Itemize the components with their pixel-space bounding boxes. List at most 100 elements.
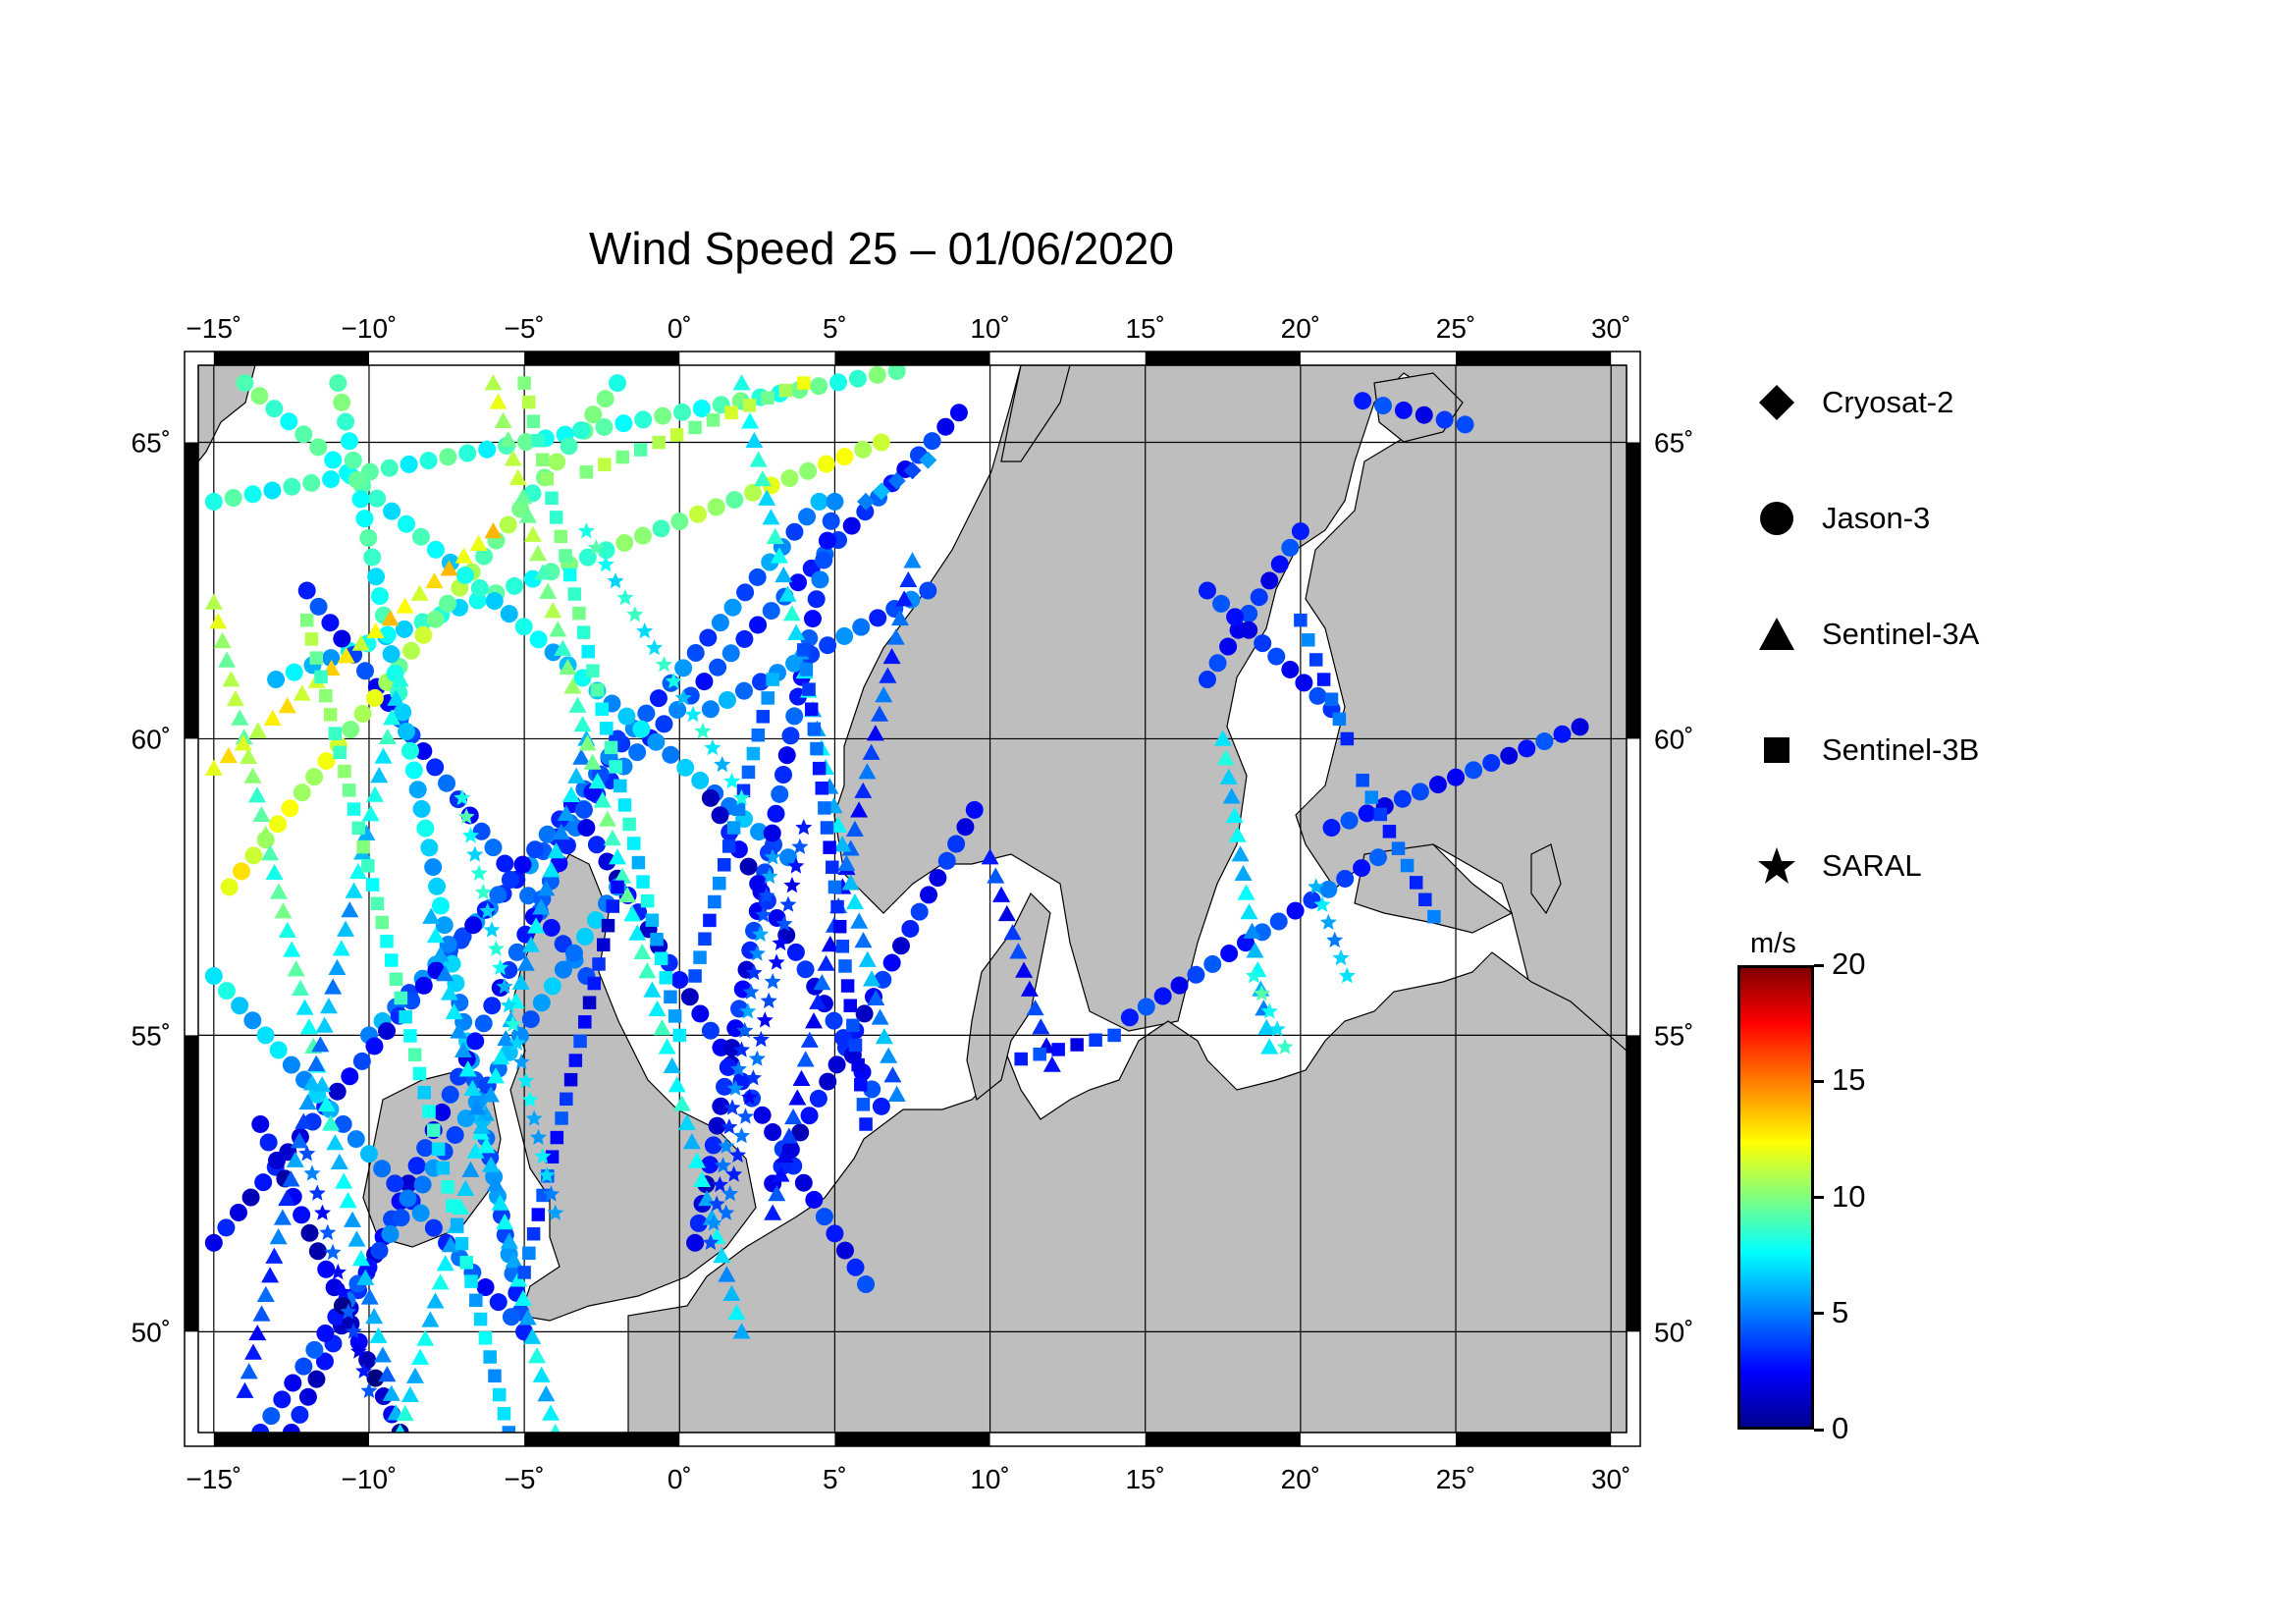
track-point-circle bbox=[587, 836, 606, 854]
track-point-triangle bbox=[360, 1288, 379, 1305]
frame-bar-bottom bbox=[1145, 1433, 1301, 1446]
track-point-diamond bbox=[887, 471, 906, 490]
track-point-square bbox=[559, 549, 572, 563]
lon-tick-label-top: −15˚ bbox=[186, 313, 241, 344]
track-point-square bbox=[828, 880, 842, 894]
legend-item-sentinel-3b: Sentinel-3B bbox=[1757, 721, 1979, 780]
track-point-square bbox=[652, 435, 666, 450]
track-point-circle bbox=[749, 616, 768, 634]
lon-tick-label-top: 0˚ bbox=[667, 313, 692, 344]
lat-tick-label-left: 60˚ bbox=[132, 724, 171, 754]
track-point-triangle bbox=[505, 1251, 523, 1269]
track-point-square bbox=[761, 691, 774, 705]
track-point-star bbox=[355, 1362, 373, 1379]
track-point-star bbox=[577, 522, 595, 539]
track-point-star bbox=[748, 945, 766, 961]
track-point-circle bbox=[617, 707, 636, 726]
track-point-square bbox=[399, 1009, 412, 1024]
legend-item-jason-3: Jason-3 bbox=[1757, 489, 1930, 548]
track-point-triangle bbox=[293, 684, 311, 701]
track-point-triangle bbox=[766, 527, 784, 545]
circle-icon bbox=[1760, 502, 1793, 535]
track-point-triangle bbox=[440, 560, 458, 576]
track-point-star bbox=[1338, 967, 1356, 984]
track-point-circle bbox=[401, 641, 420, 660]
track-point-triangle bbox=[774, 566, 793, 583]
track-point-star bbox=[715, 1157, 732, 1173]
track-point-triangle bbox=[523, 525, 542, 542]
track-point-triangle bbox=[837, 854, 856, 871]
track-point-triangle bbox=[618, 886, 637, 903]
track-point-triangle bbox=[544, 602, 562, 619]
track-point-circle bbox=[1226, 608, 1245, 626]
track-point-circle bbox=[763, 824, 781, 842]
track-point-square bbox=[422, 1105, 436, 1118]
track-point-square bbox=[672, 1028, 687, 1043]
track-point-circle bbox=[1456, 415, 1474, 434]
track-point-square bbox=[751, 728, 766, 742]
colorbar-tick-mark bbox=[1814, 1196, 1824, 1199]
track-point-triangle bbox=[1015, 961, 1034, 978]
track-point-circle bbox=[571, 421, 590, 440]
track-point-triangle bbox=[361, 805, 380, 822]
track-point-triangle bbox=[487, 1067, 506, 1084]
track-point-triangle bbox=[302, 1074, 321, 1091]
track-point-star bbox=[760, 992, 777, 1008]
track-point-triangle bbox=[484, 374, 503, 391]
track-point-triangle bbox=[484, 522, 503, 539]
lon-tick-label-bottom: −5˚ bbox=[504, 1464, 544, 1494]
track-point-triangle bbox=[648, 1000, 667, 1017]
track-point-circle bbox=[294, 1357, 313, 1376]
track-point-circle bbox=[649, 689, 667, 708]
track-point-circle bbox=[355, 510, 374, 528]
track-point-triangle bbox=[614, 867, 632, 884]
track-point-square bbox=[370, 896, 385, 911]
track-point-square bbox=[572, 606, 586, 621]
track-point-circle bbox=[1291, 522, 1309, 541]
track-point-triangle bbox=[351, 1250, 370, 1267]
track-point-triangle bbox=[1216, 749, 1235, 766]
track-point-circle bbox=[398, 514, 416, 533]
track-point-triangle bbox=[476, 1105, 495, 1121]
track-point-triangle bbox=[1243, 922, 1261, 939]
square-icon bbox=[1764, 737, 1789, 763]
track-point-star bbox=[1268, 1020, 1286, 1037]
frame-bar-top bbox=[1145, 352, 1301, 365]
track-point-circle bbox=[251, 1424, 270, 1433]
track-point-square bbox=[830, 899, 844, 914]
track-point-star bbox=[508, 1034, 526, 1051]
track-point-triangle bbox=[529, 545, 548, 562]
track-point-star bbox=[702, 1233, 720, 1250]
track-point-square bbox=[664, 990, 677, 1004]
track-point-triangle bbox=[643, 981, 662, 998]
track-point-star bbox=[764, 848, 781, 865]
track-point-triangle bbox=[677, 1113, 696, 1130]
track-point-circle bbox=[352, 1052, 371, 1070]
track-point-square bbox=[601, 918, 615, 933]
track-point-circle bbox=[244, 846, 263, 865]
track-point-circle bbox=[317, 752, 336, 771]
track-point-circle bbox=[1198, 581, 1216, 600]
track-point-circle bbox=[500, 605, 518, 623]
colorbar-tick-mark bbox=[1814, 1079, 1824, 1083]
track-point-star bbox=[721, 1184, 739, 1202]
track-point-circle bbox=[815, 1208, 833, 1226]
track-point-circle bbox=[785, 707, 804, 726]
track-point-circle bbox=[458, 444, 477, 462]
lon-tick-label-bottom: 5˚ bbox=[823, 1464, 847, 1494]
track-point-triangle bbox=[871, 705, 889, 722]
track-point-circle bbox=[414, 625, 433, 644]
lat-tick-label-right: 65˚ bbox=[1654, 428, 1693, 459]
track-point-circle bbox=[1518, 739, 1536, 758]
track-point-star bbox=[303, 1164, 321, 1181]
track-point-triangle bbox=[598, 810, 616, 827]
track-point-square bbox=[856, 1098, 871, 1111]
track-point-triangle bbox=[240, 1363, 258, 1380]
track-point-square bbox=[304, 632, 319, 646]
track-point-triangle bbox=[395, 1424, 405, 1433]
track-point-circle bbox=[298, 1387, 317, 1406]
track-point-triangle bbox=[298, 1093, 317, 1110]
track-point-triangle bbox=[468, 1099, 487, 1115]
track-point-circle bbox=[220, 878, 239, 896]
track-point-square bbox=[741, 765, 756, 780]
